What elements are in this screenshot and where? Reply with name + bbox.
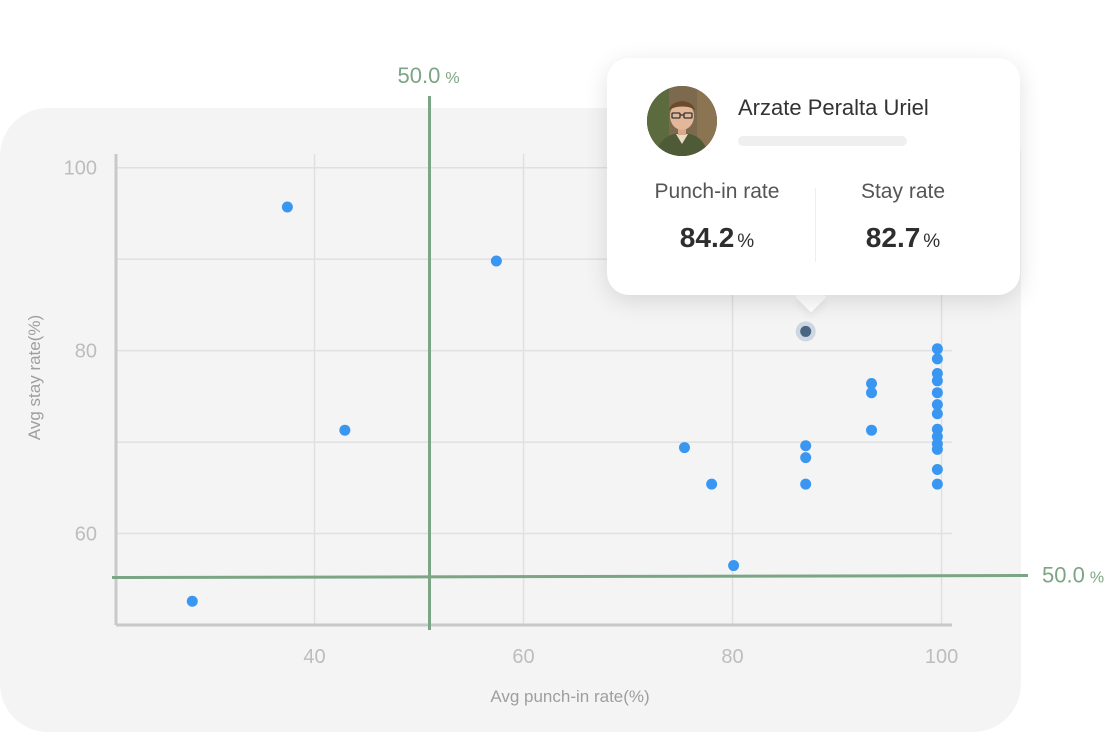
y-tick-label: 100 — [64, 158, 97, 180]
data-point — [931, 353, 943, 365]
data-point — [866, 424, 878, 436]
punch-in-value-row: 84.2% — [617, 222, 817, 254]
x-tick-label: 40 — [303, 646, 325, 668]
punch-in-label: Punch-in rate — [654, 180, 780, 203]
employee-name: Arzate Peralta Uriel — [738, 95, 929, 120]
stay-value-row: 82.7% — [803, 222, 1003, 254]
avatar — [647, 86, 717, 156]
y-tick-label: 60 — [75, 524, 97, 546]
data-point — [931, 464, 943, 476]
data-point — [706, 478, 718, 490]
threshold-unit-x: % — [445, 70, 459, 87]
stay-unit: % — [923, 231, 941, 252]
metric-divider — [815, 188, 816, 262]
data-point — [490, 255, 502, 267]
x-tick-label: 100 — [925, 646, 958, 668]
threshold-line-y — [111, 574, 1029, 580]
data-point — [931, 478, 943, 490]
threshold-label-x: 50.0% — [398, 63, 460, 88]
data-points — [186, 201, 943, 607]
punch-in-unit: % — [737, 231, 755, 252]
data-point — [281, 201, 293, 213]
y-axis-title: Avg stay rate(%) — [25, 315, 44, 440]
threshold-unit-y: % — [1090, 570, 1104, 587]
data-point — [800, 452, 812, 464]
data-point — [800, 478, 812, 490]
x-tick-label: 60 — [512, 646, 534, 668]
y-tick-label: 80 — [75, 341, 97, 363]
threshold-lines: 50.0 %50.0% — [111, 63, 1104, 630]
punch-in-value: 84.2 — [679, 222, 735, 253]
data-point — [931, 443, 943, 455]
data-point — [800, 440, 812, 452]
data-point — [931, 343, 943, 355]
threshold-value-x: 50.0 — [398, 63, 441, 88]
stay-value: 82.7 — [865, 222, 921, 253]
employee-tooltip: Arzate Peralta Uriel Punch-in rate 84.2%… — [607, 58, 1020, 295]
data-point — [866, 387, 878, 399]
data-point — [339, 424, 351, 436]
stay-label: Stay rate — [860, 180, 946, 203]
stay-metric: Stay rate 82.7% — [803, 180, 1003, 254]
data-point — [678, 442, 690, 454]
data-point — [728, 560, 740, 572]
data-point — [931, 387, 943, 399]
threshold-label-y: 50.0% — [1042, 563, 1104, 588]
highlighted-point — [800, 325, 812, 337]
avatar-image — [647, 86, 717, 156]
data-point — [931, 399, 943, 411]
data-point — [186, 595, 198, 607]
highlighted-point-group — [795, 321, 816, 342]
x-axis-title: Avg punch-in rate(%) — [490, 687, 649, 706]
data-point — [866, 378, 878, 390]
axes: 40 60 80 100 60 80 100 Avg punch-in rate(%) Avg … — [25, 154, 958, 706]
data-point — [931, 375, 943, 387]
data-point — [931, 408, 943, 420]
punch-in-metric: Punch-in rate 84.2% — [617, 180, 817, 254]
name-placeholder-bar — [738, 136, 907, 146]
x-tick-label: 80 — [721, 646, 743, 668]
threshold-value-y: 50.0 — [1042, 563, 1085, 588]
